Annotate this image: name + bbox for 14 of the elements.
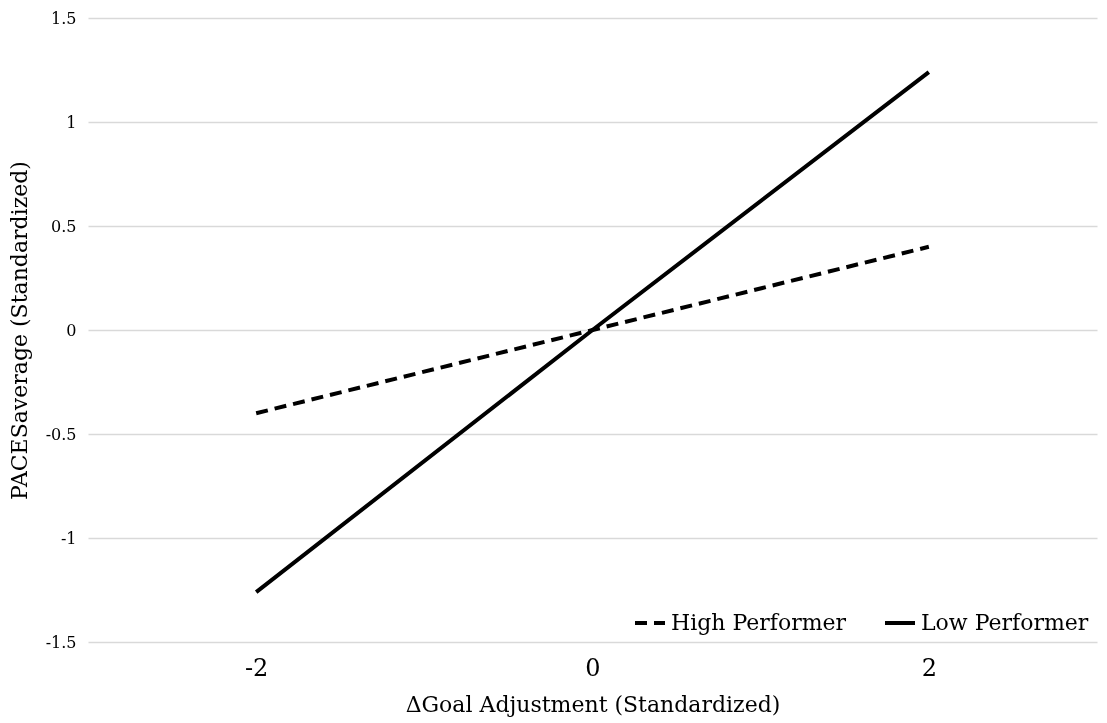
y-axis-title: PACESaverage (Standardized) <box>6 161 32 500</box>
x-tick-label: 0 <box>585 653 601 682</box>
x-tick-label: 2 <box>921 653 937 682</box>
legend-label: Low Performer <box>921 610 1089 635</box>
y-tick-label: -0.5 <box>45 424 77 444</box>
y-tick-label: 1.5 <box>51 8 77 28</box>
y-tick-label: 0 <box>66 320 77 340</box>
y-tick-label: -1 <box>60 528 77 548</box>
legend-label: High Performer <box>671 610 847 635</box>
y-tick-label: -1.5 <box>45 632 77 652</box>
y-tick-label: 0.5 <box>51 216 77 236</box>
x-tick-label: -2 <box>244 653 269 682</box>
y-tick-label: 1 <box>66 112 77 132</box>
x-axis-title: ΔGoal Adjustment (Standardized) <box>405 691 781 717</box>
